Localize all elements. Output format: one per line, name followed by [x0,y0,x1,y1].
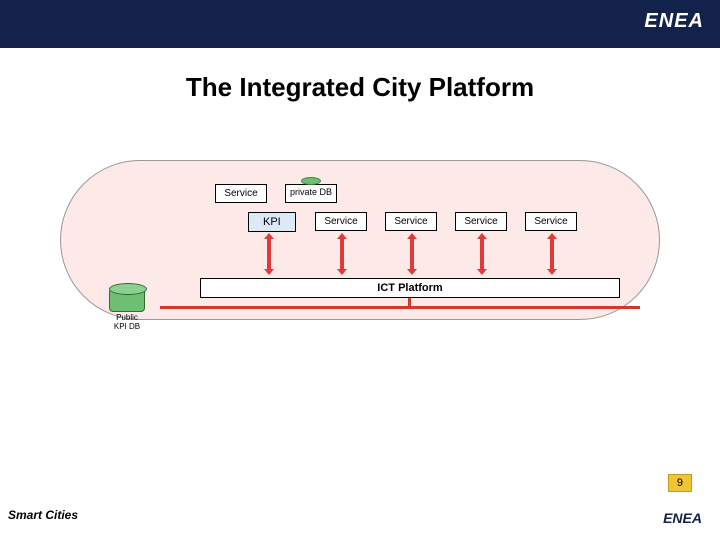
public-db-label-2: KPI DB [100,323,154,332]
footer-label: Smart Cities [8,508,78,522]
slide-title: The Integrated City Platform [0,72,720,103]
top-service-box: Service [215,184,267,203]
diagram: Service private DB KPI Service Service S… [60,160,660,360]
arrow-svc-3 [480,238,484,270]
header-bar: ENEA [0,0,720,48]
arrow-svc-4 [550,238,554,270]
private-db-box: private DB [285,184,337,203]
public-kpi-db: Public KPI DB [100,288,154,332]
arrow-kpi [267,238,271,270]
service-box-3: Service [455,212,507,231]
database-icon [109,288,145,312]
footer-logo: ENEA [663,510,702,526]
top-row: Service private DB [215,184,337,203]
service-box-1: Service [315,212,367,231]
service-box-2: Service [385,212,437,231]
service-box-4: Service [525,212,577,231]
red-line [160,306,640,309]
header-logo: ENEA [644,10,704,33]
red-line-connector [408,298,411,306]
ict-platform-bar: ICT Platform [200,278,620,298]
services-row: Service Service Service Service [315,212,577,231]
kpi-box: KPI [248,212,296,232]
arrow-svc-1 [340,238,344,270]
footer-logo-text: ENEA [663,510,702,526]
page-number: 9 [668,474,692,492]
arrow-svc-2 [410,238,414,270]
